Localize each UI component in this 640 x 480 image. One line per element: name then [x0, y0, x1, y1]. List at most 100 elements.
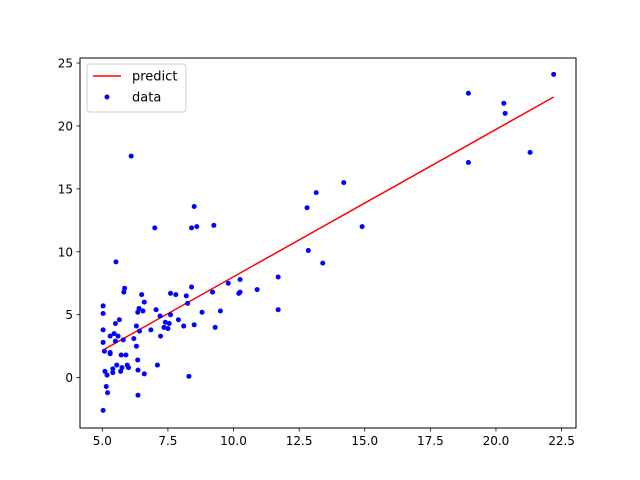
data-point [107, 333, 113, 339]
data-point [501, 100, 507, 106]
data-point [305, 248, 311, 254]
data-point [140, 308, 146, 314]
data-point [100, 407, 106, 413]
data-point [189, 225, 195, 231]
data-point [211, 222, 217, 228]
data-point [185, 300, 191, 306]
data-point [157, 313, 163, 319]
data-point [131, 336, 137, 342]
data-point [168, 312, 174, 318]
data-point [212, 324, 218, 330]
data-point [186, 373, 192, 379]
data-point [154, 362, 160, 368]
data-point [191, 204, 197, 210]
data-point [135, 367, 141, 373]
data-point [118, 368, 124, 374]
data-point [111, 331, 117, 337]
predict-line [102, 96, 555, 351]
data-point [359, 224, 365, 230]
data-point [189, 284, 195, 290]
y-tick-label: 20 [58, 119, 73, 133]
data-point [175, 317, 181, 323]
x-tick-label: 12.5 [286, 434, 313, 448]
legend: predict data [86, 63, 187, 113]
data-point [119, 365, 125, 371]
data-point [128, 153, 134, 159]
data-point [199, 309, 205, 315]
data-point [152, 225, 158, 231]
data-point [116, 317, 122, 323]
data-point [275, 307, 281, 313]
data-point [153, 307, 159, 313]
data-point [121, 289, 127, 295]
x-tick-label: 20.0 [483, 434, 510, 448]
data-point [225, 280, 231, 286]
data-point [158, 333, 164, 339]
y-tick-label: 15 [58, 182, 73, 196]
data-point [141, 371, 147, 377]
data-point [110, 366, 116, 372]
data-point [135, 392, 141, 398]
data-point [133, 323, 139, 329]
data-point [100, 310, 106, 316]
data-point [113, 259, 119, 265]
y-tick-label: 5 [65, 308, 73, 322]
data-point [139, 292, 145, 298]
y-tick-label: 0 [65, 371, 73, 385]
data-point [465, 159, 471, 165]
legend-label-predict: predict [132, 70, 177, 85]
data-point [275, 274, 281, 280]
data-point [254, 287, 260, 293]
data-point [465, 90, 471, 96]
data-points-layer [100, 71, 557, 413]
data-point [183, 293, 189, 299]
data-point [217, 308, 223, 314]
data-point [114, 362, 120, 368]
data-point [304, 205, 310, 211]
y-tick-label: 25 [58, 57, 73, 71]
data-point [313, 190, 319, 196]
x-tick-label: 15.0 [351, 434, 378, 448]
data-point [126, 365, 132, 371]
y-tick-label: 10 [58, 245, 73, 259]
x-tick-label: 10.0 [220, 434, 247, 448]
data-point [135, 357, 141, 363]
data-point [341, 180, 347, 186]
plot-frame [79, 57, 577, 429]
data-point [137, 328, 143, 334]
data-point [105, 390, 111, 396]
data-point [191, 322, 197, 328]
x-tick-label: 7.5 [158, 434, 177, 448]
data-point [181, 323, 187, 329]
data-point [210, 289, 216, 295]
data-point [173, 292, 179, 298]
data-point [122, 285, 128, 291]
data-point [148, 327, 154, 333]
data-point [168, 290, 174, 296]
x-tick-label: 17.5 [417, 434, 444, 448]
data-point [100, 303, 106, 309]
data-point [237, 289, 243, 295]
data-point [123, 352, 129, 358]
data-point [135, 309, 141, 315]
data-point [141, 299, 147, 305]
data-point [110, 370, 116, 376]
data-point [320, 260, 326, 266]
data-point [101, 348, 107, 354]
data-point [102, 368, 108, 374]
legend-label-data: data [132, 91, 161, 106]
data-point [502, 110, 508, 116]
data-point [162, 319, 168, 325]
data-point [103, 383, 109, 389]
legend-marker-data [104, 94, 110, 100]
x-tick-label: 5.0 [93, 434, 112, 448]
axis-ticks: 5.0 7.5 10.0 12.5 15.0 17.5 20.0 22.5 0 5 10 15 20 25 [58, 57, 575, 448]
data-point [112, 321, 118, 327]
data-point [104, 372, 110, 378]
data-point [194, 224, 200, 230]
data-point [166, 321, 172, 327]
data-point [161, 324, 167, 330]
data-point [118, 352, 124, 358]
data-point [120, 337, 126, 343]
